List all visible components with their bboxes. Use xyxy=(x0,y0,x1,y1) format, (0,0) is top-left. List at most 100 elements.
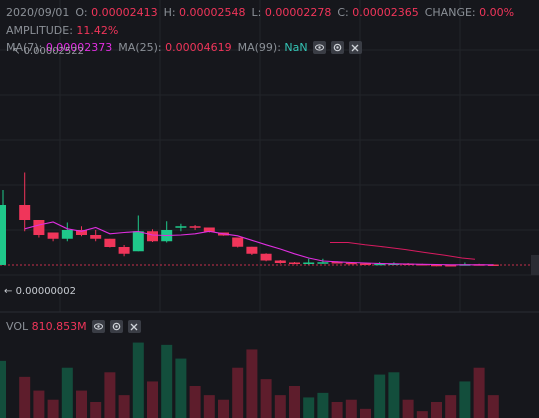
ma25-label: MA(25): xyxy=(118,41,162,54)
volume-bar-19 xyxy=(274,395,286,418)
volume-bar-25 xyxy=(360,408,371,418)
volume-value: 810.853M xyxy=(31,320,87,333)
volume-bar-27 xyxy=(388,372,400,418)
amplitude-label: AMPLITUDE: xyxy=(6,24,73,37)
low-label: L: xyxy=(251,6,262,19)
candle-body-8 xyxy=(118,247,130,254)
eye-icon[interactable] xyxy=(312,41,326,54)
date-label: 2020/09/01 xyxy=(6,6,70,19)
volume-bar-1 xyxy=(19,376,31,418)
candle-body-9 xyxy=(132,231,144,252)
open-value: 0.00002413 xyxy=(91,6,158,19)
volume-bar-22 xyxy=(317,392,329,418)
candle-body-21 xyxy=(303,262,315,264)
change-label: CHANGE: xyxy=(424,6,476,19)
volume-bar-15 xyxy=(218,399,229,418)
volume-bar-16 xyxy=(232,367,244,418)
ma7-line xyxy=(24,221,494,266)
candle-body-20 xyxy=(289,262,300,264)
ma99-label: MA(99): xyxy=(237,41,281,54)
candle-body-16 xyxy=(232,237,244,247)
volume-bar-24 xyxy=(345,399,357,418)
volume-bar-32 xyxy=(459,381,471,418)
ma25-line xyxy=(330,242,476,260)
volume-bar-31 xyxy=(445,395,457,418)
amplitude-value: 11.42% xyxy=(76,24,119,37)
candle-body-22 xyxy=(317,262,329,264)
volume-bar-12 xyxy=(175,358,187,418)
high-price-value: 0.00002522 xyxy=(23,46,85,57)
open-label: O: xyxy=(75,6,88,19)
volume-bar-13 xyxy=(189,386,201,418)
volume-bar-23 xyxy=(331,402,343,418)
volume-bar-6 xyxy=(90,402,102,418)
close-label: C: xyxy=(337,6,349,19)
candle-body-6 xyxy=(90,235,102,239)
volume-bar-21 xyxy=(303,397,315,418)
volume-bar-26 xyxy=(374,374,386,418)
ohlc-readout: 2020/09/01 O: 0.00002413 H: 0.00002548 L… xyxy=(6,6,514,19)
high-value: 0.00002548 xyxy=(179,6,246,19)
candle-body-1 xyxy=(19,205,31,220)
high-price-marker: ↖ 0.00002522 xyxy=(12,46,85,57)
candle-body-0 xyxy=(0,205,6,265)
volume-settings-icon[interactable] xyxy=(109,320,123,333)
volume-bar-14 xyxy=(203,395,215,418)
volume-bar-2 xyxy=(33,390,45,418)
low-price-value: 0.00000002 xyxy=(15,286,77,297)
close-value: 0.00002365 xyxy=(352,6,419,19)
candle-body-18 xyxy=(260,253,272,261)
settings-icon[interactable] xyxy=(330,41,344,54)
volume-close-icon[interactable] xyxy=(127,320,141,333)
amplitude-readout: AMPLITUDE: 11.42% xyxy=(6,24,118,37)
ma7-value: 0.00002373 xyxy=(45,41,113,54)
ma99-value: NaN xyxy=(284,41,308,54)
candle-body-30 xyxy=(431,264,442,267)
volume-label: VOL xyxy=(6,320,29,333)
candle-body-17 xyxy=(246,246,258,254)
candle-body-12 xyxy=(175,226,187,228)
volume-bar-7 xyxy=(104,372,116,418)
candle-body-7 xyxy=(104,238,116,247)
high-label: H: xyxy=(163,6,176,19)
candle-body-10 xyxy=(147,231,158,242)
volume-bar-11 xyxy=(161,344,173,418)
volume-bar-34 xyxy=(487,395,499,418)
volume-bar-18 xyxy=(260,379,272,418)
volume-bar-29 xyxy=(416,411,428,418)
volume-bar-10 xyxy=(147,381,158,418)
candle-body-24 xyxy=(345,262,357,265)
close-icon[interactable] xyxy=(348,41,362,54)
candle-body-31 xyxy=(445,265,457,267)
low-price-marker: ← 0.00000002 xyxy=(4,286,77,297)
volume-bar-28 xyxy=(402,399,414,418)
volume-bar-5 xyxy=(76,390,87,418)
candle-body-14 xyxy=(203,227,215,232)
volume-bar-9 xyxy=(132,342,144,418)
candle-body-2 xyxy=(33,220,45,235)
candle-body-3 xyxy=(47,232,59,239)
candle-body-5 xyxy=(76,230,87,235)
candle-body-19 xyxy=(274,260,286,263)
volume-bar-17 xyxy=(246,349,258,418)
candle-body-13 xyxy=(189,226,201,228)
volume-bar-33 xyxy=(473,367,485,418)
volume-bar-0 xyxy=(0,360,6,418)
candle-body-4 xyxy=(61,230,73,239)
volume-legend: VOL 810.853M xyxy=(6,320,141,333)
ma7-label: MA(7): xyxy=(6,41,43,54)
price-axis-tag xyxy=(531,255,539,275)
volume-bar-8 xyxy=(118,395,130,418)
ma-legend: MA(7): 0.00002373 MA(25): 0.00004619 MA(… xyxy=(6,41,362,54)
change-value: 0.00% xyxy=(479,6,515,19)
volume-bar-4 xyxy=(61,367,73,418)
candle-body-23 xyxy=(331,262,343,264)
candle-body-25 xyxy=(360,263,371,265)
volume-eye-icon[interactable] xyxy=(91,320,105,333)
low-value: 0.00002278 xyxy=(264,6,332,19)
volume-bar-20 xyxy=(289,386,300,418)
volume-bar-3 xyxy=(47,399,59,418)
ma25-value: 0.00004619 xyxy=(165,41,232,54)
volume-bar-30 xyxy=(431,402,442,418)
